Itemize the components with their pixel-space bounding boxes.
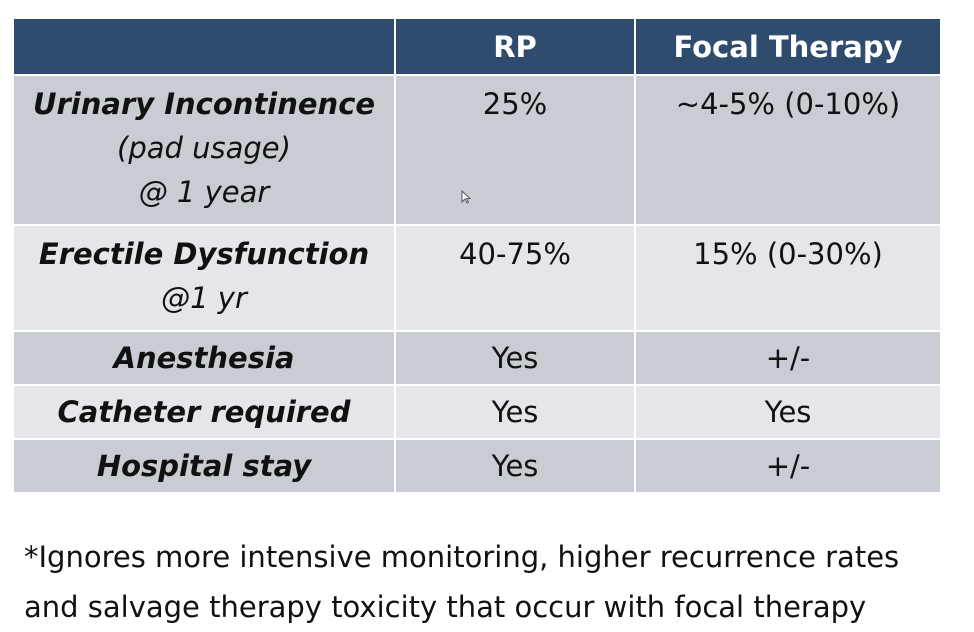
mouse-pointer-icon [461, 190, 471, 204]
table-row: Hospital stay Yes +/- [12, 438, 942, 494]
header-rp: RP [394, 17, 636, 76]
row-label-anesthesia: Anesthesia [12, 330, 396, 386]
focal-value: +/- [634, 330, 942, 386]
table-header-row: RP Focal Therapy [12, 17, 942, 76]
row-label-sub: (pad usage) [117, 131, 291, 165]
focal-value: 15% (0-30%) [634, 224, 942, 332]
footnote: *Ignores more intensive monitoring, high… [24, 532, 954, 632]
row-label-erectile-dysfunction: Erectile Dysfunction @1 yr [12, 224, 396, 332]
footnote-line: and salvage therapy toxicity that occur … [24, 590, 867, 624]
row-label-main: Erectile Dysfunction [38, 237, 370, 271]
focal-value: Yes [634, 384, 942, 440]
row-label-hospital-stay: Hospital stay [12, 438, 396, 494]
row-label-catheter-required: Catheter required [12, 384, 396, 440]
rp-value: Yes [394, 438, 636, 494]
focal-value: +/- [634, 438, 942, 494]
rp-value: 25% [394, 74, 636, 226]
table-row: Anesthesia Yes +/- [12, 330, 942, 386]
row-label-urinary-incontinence: Urinary Incontinence (pad usage) @ 1 yea… [12, 74, 396, 226]
row-label-sub: @ 1 year [138, 175, 270, 209]
focal-value: ~4-5% (0-10%) [634, 74, 942, 226]
footnote-line: *Ignores more intensive monitoring, high… [24, 540, 900, 574]
table-row: Urinary Incontinence (pad usage) @ 1 yea… [12, 74, 942, 226]
table-row: Erectile Dysfunction @1 yr 40-75% 15% (0… [12, 224, 942, 332]
table-row: Catheter required Yes Yes [12, 384, 942, 440]
header-focal-therapy: Focal Therapy [634, 17, 942, 76]
row-label-sub: @1 yr [161, 281, 247, 315]
row-label-main: Urinary Incontinence [32, 87, 376, 121]
rp-value: Yes [394, 384, 636, 440]
rp-value: Yes [394, 330, 636, 386]
rp-value: 40-75% [394, 224, 636, 332]
header-empty-cell [12, 17, 396, 76]
comparison-table: RP Focal Therapy Urinary Incontinence (p… [12, 17, 942, 494]
